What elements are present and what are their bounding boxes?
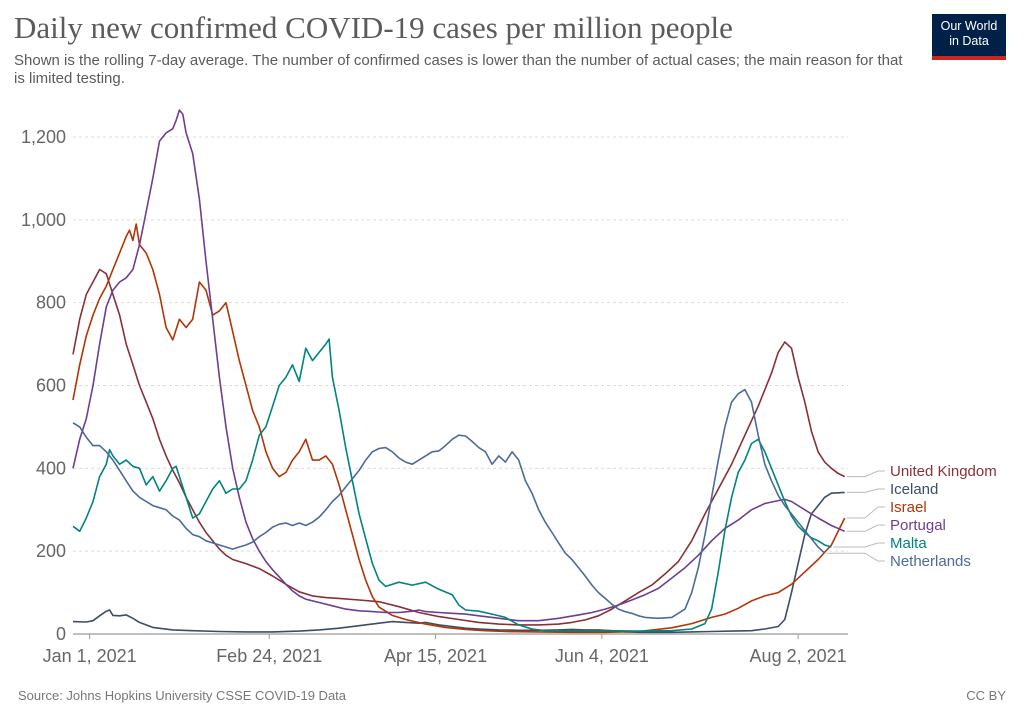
axis-ticks: 0 200 400 600 800 1,000 1,200 Jan 1, 2021 Feb 24…: [21, 127, 847, 666]
legend-label-portugal[interactable]: Portugal: [890, 517, 946, 534]
y-tick-label: 800: [36, 293, 66, 313]
series-line-israel[interactable]: [72, 223, 846, 634]
series-line-united-kingdom[interactable]: [72, 268, 846, 626]
legend-connector: [833, 542, 885, 548]
legend-label-united-kingdom[interactable]: United Kingdom: [890, 463, 997, 480]
x-tick-label: Aug 2, 2021: [750, 646, 847, 666]
series-line-portugal[interactable]: [72, 109, 846, 622]
legend-connector: [846, 506, 885, 519]
logo-line-2: in Data: [949, 34, 989, 48]
legend: United KingdomIcelandIsraelPortugalMalta…: [826, 463, 997, 570]
legend-connector: [826, 552, 885, 562]
y-tick-label: 400: [36, 458, 66, 478]
series-line-malta[interactable]: [72, 338, 832, 632]
legend-connector: [846, 470, 885, 478]
series-line-iceland[interactable]: [72, 491, 845, 634]
chart-title: Daily new confirmed COVID-19 cases per m…: [14, 10, 733, 45]
legend-connector: [846, 488, 885, 493]
license-note[interactable]: CC BY: [966, 688, 1006, 703]
grid-lines: [73, 136, 848, 635]
legend-label-israel[interactable]: Israel: [890, 499, 927, 516]
x-tick-label: Apr 15, 2021: [384, 646, 487, 666]
legend-label-netherlands[interactable]: Netherlands: [890, 553, 971, 570]
y-tick-label: 200: [36, 541, 66, 561]
owid-logo[interactable]: Our World in Data: [932, 14, 1006, 60]
series-lines: [72, 109, 846, 634]
series-line-netherlands[interactable]: [72, 388, 826, 620]
y-tick-label: 600: [36, 376, 66, 396]
y-tick-label: 1,200: [21, 127, 66, 147]
x-tick-label: Feb 24, 2021: [216, 646, 322, 666]
source-note[interactable]: Source: Johns Hopkins University CSSE CO…: [18, 688, 347, 703]
chart-subtitle: Shown is the rolling 7-day average. The …: [14, 52, 903, 87]
x-tick-label: Jun 4, 2021: [555, 646, 649, 666]
y-tick-label: 1,000: [21, 210, 66, 230]
legend-label-iceland[interactable]: Iceland: [890, 481, 938, 498]
x-tick-label: Jan 1, 2021: [43, 646, 137, 666]
logo-line-1: Our World: [940, 19, 998, 33]
legend-label-malta[interactable]: Malta: [890, 535, 927, 552]
legend-connector: [846, 524, 885, 532]
y-tick-label: 0: [56, 624, 66, 644]
